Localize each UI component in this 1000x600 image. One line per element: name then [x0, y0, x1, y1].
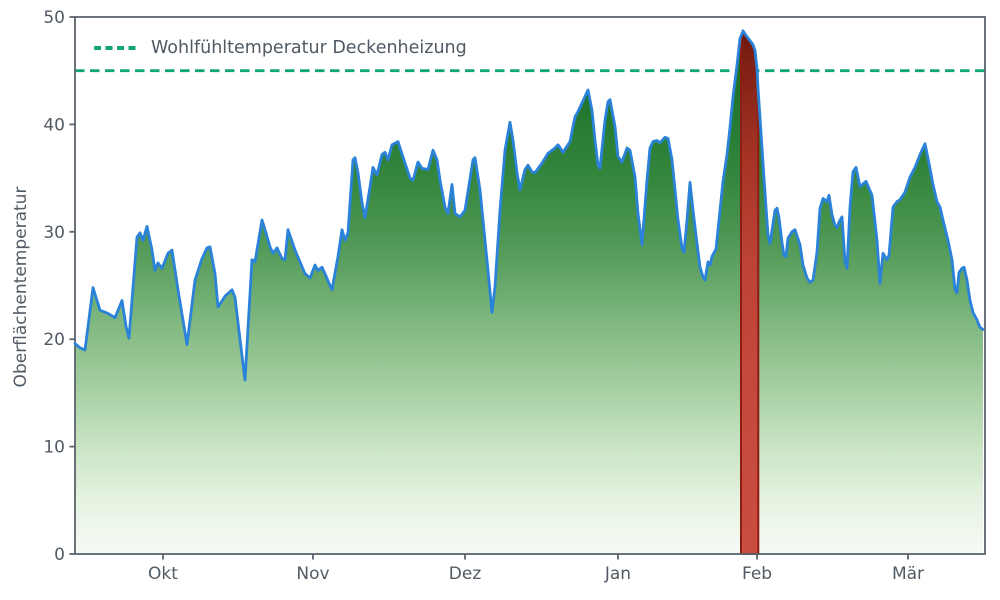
temperature-line — [73, 29, 985, 382]
y-tick-label: 40 — [43, 115, 65, 135]
y-tick-label: 30 — [43, 223, 65, 243]
x-tick-label: Jan — [604, 564, 631, 584]
threshold-dash-icon — [94, 46, 136, 50]
legend: Wohlfühltemperatur Deckenheizung — [94, 37, 467, 59]
y-axis-label: Oberflächentemperatur — [11, 186, 31, 388]
legend-label: Wohlfühltemperatur Deckenheizung — [151, 38, 467, 58]
plot-border — [74, 16, 986, 555]
y-tick-label: 20 — [43, 330, 65, 350]
x-tick-label: Okt — [148, 564, 178, 584]
highlight-band — [740, 28, 760, 555]
area-fill — [75, 31, 983, 554]
x-tick-label: Mär — [892, 564, 924, 584]
y-tick-label: 10 — [43, 438, 65, 458]
y-tick-label: 0 — [54, 545, 65, 565]
x-tick-label: Nov — [296, 564, 329, 584]
y-tick-label: 50 — [43, 8, 65, 28]
x-tick-label: Dez — [449, 564, 482, 584]
x-tick-label: Feb — [742, 564, 772, 584]
